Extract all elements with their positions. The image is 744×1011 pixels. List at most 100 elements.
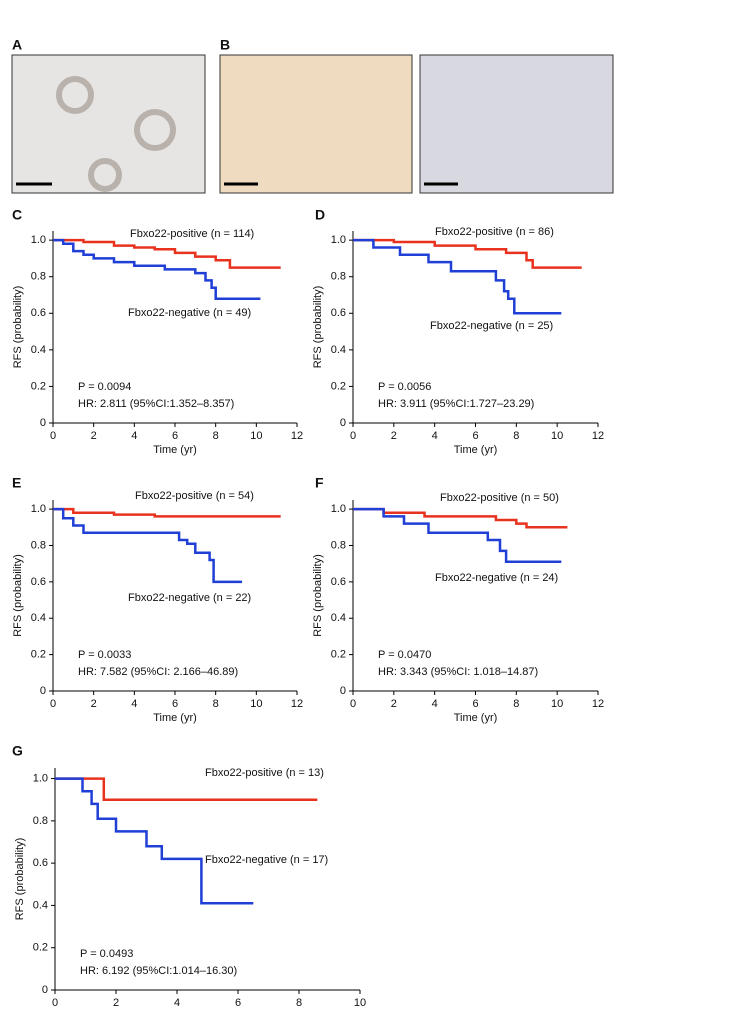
y-tick-label: 0 xyxy=(340,417,346,429)
x-tick-label: 10 xyxy=(250,698,262,710)
panel-letter: D xyxy=(315,207,325,223)
series-label: Fbxo22-positive (n = 54) xyxy=(135,490,254,502)
survival-curve xyxy=(353,238,582,269)
x-tick-label: 12 xyxy=(592,430,604,442)
survival-curve xyxy=(55,777,254,905)
x-axis-label: Time (yr) xyxy=(454,444,498,456)
x-tick-label: 6 xyxy=(472,430,478,442)
survival-curve xyxy=(53,507,243,584)
series-label: Fbxo22-positive (n = 86) xyxy=(435,226,554,238)
x-tick-label: 10 xyxy=(551,698,563,710)
survival-curve xyxy=(353,507,562,564)
x-tick-label: 0 xyxy=(52,997,58,1009)
y-tick-label: 1.0 xyxy=(331,234,346,246)
y-tick-label: 0.6 xyxy=(33,857,48,869)
y-tick-label: 0.8 xyxy=(331,271,346,283)
annotation: HR: 3.343 (95%CI: 1.018–14.87) xyxy=(378,666,538,678)
panel-letter: C xyxy=(12,207,22,223)
series-label: Fbxo22-negative (n = 22) xyxy=(128,592,251,604)
km-chart: F 0 0.2 0.4 0.6 0.8 1.0 0 2 4 6 8 10 12 Time (yr) RFS (… xyxy=(312,475,604,724)
micrograph xyxy=(11,54,206,194)
panel-letter: A xyxy=(12,37,22,53)
y-tick-label: 0.4 xyxy=(31,612,46,624)
panel-letter: E xyxy=(12,475,21,491)
x-tick-label: 10 xyxy=(354,997,366,1009)
survival-curve xyxy=(53,507,281,518)
y-tick-label: 1.0 xyxy=(33,772,48,784)
survival-curve xyxy=(53,238,281,269)
y-tick-label: 0 xyxy=(340,685,346,697)
y-tick-label: 0.4 xyxy=(33,899,48,911)
series-label: Fbxo22-negative (n = 17) xyxy=(205,854,328,866)
x-tick-label: 4 xyxy=(131,698,137,710)
y-tick-label: 0 xyxy=(40,685,46,697)
x-tick-label: 2 xyxy=(113,997,119,1009)
x-tick-label: 2 xyxy=(391,430,397,442)
panel-letter: G xyxy=(12,743,23,759)
annotation: P = 0.0056 xyxy=(378,381,431,393)
x-tick-label: 0 xyxy=(350,698,356,710)
km-chart: G00.20.40.60.81.00246810Time (yr)RFS (pr… xyxy=(12,743,366,1011)
x-tick-label: 6 xyxy=(172,698,178,710)
y-tick-label: 0.2 xyxy=(331,380,346,392)
x-tick-label: 0 xyxy=(350,430,356,442)
x-tick-label: 8 xyxy=(513,430,519,442)
series-label: Fbxo22-negative (n = 25) xyxy=(430,320,553,332)
y-tick-label: 0.2 xyxy=(33,942,48,954)
y-tick-label: 0.6 xyxy=(31,576,46,588)
km-chart: E 0 0.2 0.4 0.6 0.8 1.0 0 2 4 6 8 10 12 Time (yr) RFS (… xyxy=(12,475,303,724)
survival-curve xyxy=(53,238,261,300)
x-tick-label: 2 xyxy=(91,430,97,442)
km-chart: D 0 0.2 0.4 0.6 0.8 1.0 0 2 4 6 8 10 12 Time (yr) RFS (… xyxy=(312,207,604,456)
y-axis-label: RFS (probability) xyxy=(12,286,24,369)
annotation: P = 0.0094 xyxy=(78,381,131,393)
x-tick-label: 4 xyxy=(432,430,438,442)
y-tick-label: 0.4 xyxy=(331,612,346,624)
y-axis-label: RFS (probability) xyxy=(312,286,324,369)
panel-letter: B xyxy=(220,37,230,53)
micrograph xyxy=(419,54,614,194)
micrograph xyxy=(219,54,413,194)
x-tick-label: 12 xyxy=(592,698,604,710)
survival-curve xyxy=(353,507,568,529)
annotation: HR: 6.192 (95%CI:1.014–16.30) xyxy=(80,965,237,977)
x-axis-label: Time (yr) xyxy=(153,444,197,456)
annotation: HR: 2.811 (95%CI:1.352–8.357) xyxy=(78,398,234,410)
y-tick-label: 0.6 xyxy=(31,307,46,319)
x-tick-label: 8 xyxy=(213,698,219,710)
y-tick-label: 1.0 xyxy=(31,503,46,515)
annotation: P = 0.0470 xyxy=(378,649,431,661)
annotation: HR: 3.911 (95%CI:1.727–23.29) xyxy=(378,398,534,410)
y-tick-label: 0.8 xyxy=(33,815,48,827)
y-tick-label: 0.4 xyxy=(31,344,46,356)
annotation: P = 0.0493 xyxy=(80,948,133,960)
y-axis-label: RFS (probability) xyxy=(312,554,324,637)
y-tick-label: 1.0 xyxy=(331,503,346,515)
y-tick-label: 0.6 xyxy=(331,576,346,588)
x-tick-label: 10 xyxy=(551,430,563,442)
x-tick-label: 10 xyxy=(250,430,262,442)
annotation: HR: 7.582 (95%CI: 2.166–46.89) xyxy=(78,666,238,678)
x-tick-label: 8 xyxy=(513,698,519,710)
x-tick-label: 4 xyxy=(174,997,180,1009)
y-tick-label: 0.8 xyxy=(331,539,346,551)
y-tick-label: 0.8 xyxy=(31,539,46,551)
y-tick-label: 0.2 xyxy=(331,649,346,661)
x-tick-label: 0 xyxy=(50,698,56,710)
series-label: Fbxo22-negative (n = 24) xyxy=(435,572,558,584)
x-tick-label: 12 xyxy=(291,430,303,442)
x-tick-label: 8 xyxy=(296,997,302,1009)
x-tick-label: 12 xyxy=(291,698,303,710)
x-tick-label: 4 xyxy=(131,430,137,442)
x-tick-label: 4 xyxy=(432,698,438,710)
series-label: Fbxo22-positive (n = 114) xyxy=(130,228,254,240)
survival-curve xyxy=(55,777,318,801)
survival-curve xyxy=(353,238,562,315)
x-axis-label: Time (yr) xyxy=(153,712,197,724)
x-tick-label: 6 xyxy=(235,997,241,1009)
x-tick-label: 6 xyxy=(172,430,178,442)
y-axis-label: RFS (probability) xyxy=(12,554,24,637)
y-tick-label: 0 xyxy=(40,417,46,429)
y-tick-label: 0.2 xyxy=(31,649,46,661)
series-label: Fbxo22-positive (n = 50) xyxy=(440,492,559,504)
